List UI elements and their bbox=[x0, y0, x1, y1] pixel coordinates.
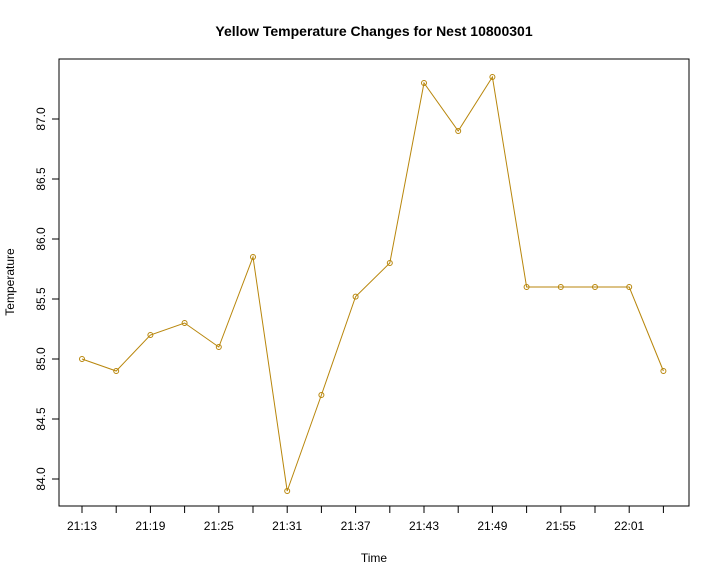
data-point bbox=[455, 128, 462, 134]
data-point bbox=[421, 80, 427, 86]
plot-frame bbox=[58, 58, 690, 507]
y-tick-label: 86.0 bbox=[34, 227, 48, 251]
x-tick-label: 21:55 bbox=[546, 519, 576, 533]
y-axis: 84.0 84.5 85.0 85.5 86.0 86.5 87.0 bbox=[34, 107, 60, 491]
data-point bbox=[557, 284, 564, 290]
y-tick-label: 85.0 bbox=[34, 347, 48, 371]
data-point bbox=[626, 284, 633, 290]
data-point bbox=[113, 368, 120, 374]
x-axis: 21:13 21:19 21:25 21:31 21:37 21:43 21:49 21:55… bbox=[67, 505, 664, 533]
x-tick-label: 21:13 bbox=[67, 519, 97, 533]
data-point bbox=[386, 260, 393, 266]
x-tick-label: 22:01 bbox=[614, 519, 644, 533]
y-axis-title: Temperature bbox=[3, 248, 17, 316]
data-point bbox=[147, 332, 154, 338]
x-tick-label: 21:37 bbox=[341, 519, 371, 533]
chart-title: Yellow Temperature Changes for Nest 1080… bbox=[215, 23, 532, 39]
data-point bbox=[489, 74, 496, 80]
x-tick-label: 21:49 bbox=[477, 519, 507, 533]
data-point bbox=[352, 293, 359, 300]
y-tick-label: 87.0 bbox=[34, 107, 48, 131]
data-point bbox=[181, 320, 188, 326]
data-point bbox=[592, 284, 598, 290]
x-axis-title: Time bbox=[361, 551, 388, 565]
x-tick-label: 21:25 bbox=[204, 519, 234, 533]
y-tick-label: 85.5 bbox=[34, 287, 48, 311]
x-tick-label: 21:19 bbox=[135, 519, 165, 533]
data-point bbox=[318, 392, 325, 398]
series-line bbox=[81, 75, 664, 492]
data-point bbox=[284, 488, 291, 494]
data-point bbox=[215, 344, 222, 350]
data-point bbox=[250, 254, 256, 260]
x-tick-label: 21:31 bbox=[272, 519, 302, 533]
y-tick-label: 86.5 bbox=[34, 167, 48, 191]
y-tick-label: 84.0 bbox=[34, 467, 48, 491]
series-layer bbox=[79, 74, 667, 494]
x-tick-label: 21:43 bbox=[409, 519, 439, 533]
data-point bbox=[523, 284, 530, 290]
data-point bbox=[660, 368, 667, 374]
y-tick-label: 84.5 bbox=[34, 407, 48, 431]
data-point bbox=[79, 356, 85, 362]
